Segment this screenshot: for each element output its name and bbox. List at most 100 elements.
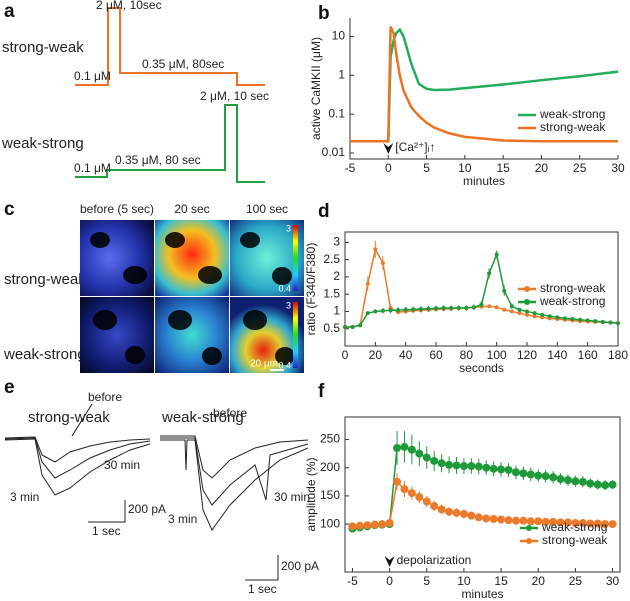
plot-frame bbox=[344, 231, 619, 347]
marker bbox=[593, 480, 602, 489]
marker bbox=[445, 507, 454, 516]
marker bbox=[452, 461, 461, 470]
marker bbox=[497, 515, 506, 524]
marker bbox=[380, 261, 385, 266]
x-tick-label: 0 bbox=[385, 161, 392, 175]
y-tick-label: 0.1 bbox=[328, 106, 345, 120]
panel-label: a bbox=[4, 1, 15, 22]
marker bbox=[570, 317, 575, 322]
marker bbox=[422, 497, 431, 506]
x-tick-label: 40 bbox=[399, 348, 413, 362]
x-tick-label: -5 bbox=[345, 161, 356, 175]
y-tick-label: 3 bbox=[333, 235, 340, 249]
x-tick-label: 10 bbox=[458, 161, 472, 175]
trace bbox=[4, 438, 151, 496]
marker bbox=[441, 306, 446, 310]
trace bbox=[160, 437, 309, 506]
marker bbox=[363, 521, 372, 530]
y-axis-label: amplitude (%) bbox=[304, 457, 318, 531]
marker bbox=[556, 518, 565, 527]
marker bbox=[600, 319, 605, 324]
marker bbox=[474, 513, 483, 522]
marker bbox=[479, 302, 484, 307]
marker bbox=[415, 493, 424, 502]
marker bbox=[370, 520, 379, 529]
x-axis-label: minutes bbox=[463, 174, 505, 188]
image bbox=[80, 297, 154, 373]
marker bbox=[549, 473, 558, 482]
marker bbox=[459, 509, 468, 518]
x-axis-label: minutes bbox=[461, 587, 503, 601]
imaging-panel: before (5 sec) 20 sec 100 sec strong-wea… bbox=[3, 202, 304, 373]
marker bbox=[474, 462, 483, 471]
image bbox=[230, 220, 304, 296]
marker bbox=[517, 307, 522, 312]
scale-label: 200 pA bbox=[128, 502, 166, 516]
x-tick-label: 20 bbox=[369, 348, 383, 362]
x-tick-label: 5 bbox=[423, 574, 430, 588]
marker bbox=[504, 465, 513, 474]
x-tick-label: 15 bbox=[494, 574, 508, 588]
row-label: strong-weak bbox=[2, 39, 84, 56]
cell-shadows bbox=[90, 232, 295, 365]
marker bbox=[407, 445, 416, 454]
legend-label: strong-weak bbox=[540, 281, 606, 295]
marker bbox=[378, 520, 387, 529]
marker bbox=[415, 449, 424, 458]
marker bbox=[593, 319, 598, 324]
conc-label: 0.35 μM, 80sec bbox=[142, 57, 224, 71]
pointer bbox=[71, 403, 93, 437]
marker bbox=[456, 306, 461, 310]
x-tick-label: 25 bbox=[573, 161, 587, 175]
marker bbox=[459, 462, 468, 471]
marker bbox=[578, 477, 587, 486]
marker bbox=[563, 518, 572, 527]
y-tick-label: 150 bbox=[320, 488, 340, 502]
marker bbox=[400, 485, 409, 494]
marker bbox=[445, 460, 454, 469]
x-tick-label: 140 bbox=[547, 348, 567, 362]
marker bbox=[504, 516, 513, 525]
panel-label: e bbox=[4, 377, 15, 398]
marker bbox=[467, 511, 476, 520]
x-tick-label: 160 bbox=[578, 348, 598, 362]
colorbar-label: 0.4 bbox=[278, 360, 291, 370]
annotation: depolarization bbox=[397, 553, 472, 567]
marker bbox=[586, 479, 595, 488]
x-tick-label: 60 bbox=[429, 348, 443, 362]
trace bbox=[4, 436, 151, 463]
marker bbox=[464, 306, 469, 310]
x-tick-label: 10 bbox=[457, 574, 471, 588]
colorbar bbox=[293, 302, 298, 368]
trace-label: 30 min bbox=[274, 490, 310, 504]
x-tick-label: 120 bbox=[517, 348, 537, 362]
scale-label: 1 sec bbox=[92, 524, 121, 538]
marker bbox=[541, 472, 550, 481]
marker bbox=[571, 518, 580, 527]
marker bbox=[471, 305, 476, 310]
marker bbox=[388, 308, 393, 313]
scale-label: 1 sec bbox=[248, 582, 277, 596]
marker bbox=[509, 309, 514, 314]
marker bbox=[489, 464, 498, 473]
scale-bar-label: 20 μm bbox=[250, 359, 278, 370]
marker bbox=[452, 508, 461, 517]
x-tick-label: 15 bbox=[496, 161, 510, 175]
trace-title: weak-strong bbox=[161, 409, 244, 426]
marker bbox=[556, 475, 565, 483]
y-tick-label: 1 bbox=[338, 68, 345, 82]
scale-bar bbox=[245, 555, 279, 581]
protocol-panel: strong-weak 0.1 μM 2 μM, 10sec 0.35 μM, … bbox=[1, 0, 269, 183]
marker bbox=[555, 315, 560, 320]
series-line bbox=[350, 26, 618, 143]
panel-label: b bbox=[318, 3, 330, 24]
marker bbox=[426, 306, 431, 311]
marker bbox=[525, 309, 529, 314]
marker bbox=[418, 307, 423, 312]
marker bbox=[532, 314, 537, 319]
marker bbox=[593, 519, 602, 528]
trace-label: before bbox=[213, 406, 247, 420]
trace bbox=[160, 435, 309, 479]
legend-marker bbox=[524, 299, 530, 305]
conc-label: 2 μM, 10sec bbox=[96, 0, 162, 12]
